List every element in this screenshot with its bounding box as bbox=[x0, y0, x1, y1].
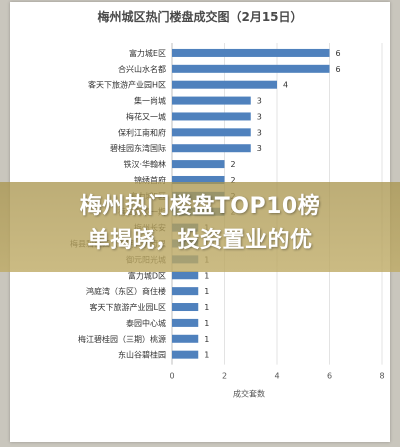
category-label: 合兴山水名都 bbox=[118, 64, 166, 74]
x-axis-title: 成交套数 bbox=[233, 389, 265, 399]
data-label: 1 bbox=[204, 303, 209, 312]
data-label: 6 bbox=[336, 49, 341, 58]
x-tick-label: 6 bbox=[327, 372, 332, 381]
data-label: 3 bbox=[257, 97, 262, 106]
category-label: 铁汉·华翰林 bbox=[123, 159, 166, 169]
category-label: 泰园中心城 bbox=[126, 318, 166, 328]
category-label: 锦绣首府 bbox=[134, 175, 166, 185]
bar bbox=[172, 160, 225, 169]
category-label: 富力城E区 bbox=[129, 48, 166, 58]
x-tick-label: 0 bbox=[169, 372, 174, 381]
bar bbox=[172, 128, 251, 137]
bar bbox=[172, 318, 199, 327]
data-label: 3 bbox=[257, 144, 262, 153]
overlay-banner bbox=[0, 182, 400, 272]
category-label: 鸿庭湾（东区）商住楼 bbox=[86, 286, 166, 296]
data-label: 1 bbox=[204, 271, 209, 280]
category-label: 集一尚城 bbox=[134, 96, 166, 106]
overlay-banner-text: 梅州热门楼盘TOP10榜 单揭晓，投资置业的优 bbox=[8, 190, 392, 258]
data-label: 3 bbox=[257, 128, 262, 137]
x-tick-label: 4 bbox=[274, 372, 279, 381]
category-label: 客天下旅游产业园H区 bbox=[88, 80, 166, 90]
category-label: 梅江碧桂园（三期）桃源 bbox=[78, 334, 166, 344]
bar bbox=[172, 144, 251, 153]
chart-title: 梅州城区热门楼盘成交图（2月15日） bbox=[97, 10, 303, 24]
data-label: 1 bbox=[204, 287, 209, 296]
bar bbox=[172, 287, 199, 296]
bar bbox=[172, 271, 199, 280]
data-label: 3 bbox=[257, 112, 262, 121]
bar bbox=[172, 96, 251, 105]
bar bbox=[172, 334, 199, 343]
bar bbox=[172, 350, 199, 359]
bar bbox=[172, 303, 199, 312]
bar bbox=[172, 64, 330, 73]
x-tick-label: 2 bbox=[222, 372, 227, 381]
bar bbox=[172, 112, 251, 121]
data-label: 2 bbox=[231, 160, 236, 169]
data-label: 6 bbox=[336, 65, 341, 74]
bar bbox=[172, 80, 277, 89]
category-label: 富力城D区 bbox=[128, 270, 166, 280]
data-label: 1 bbox=[204, 335, 209, 344]
category-label: 东山谷碧桂园 bbox=[118, 350, 166, 360]
x-tick-label: 8 bbox=[379, 372, 384, 381]
banner-line-1: 梅州热门楼盘TOP10榜 bbox=[79, 194, 321, 219]
data-label: 1 bbox=[204, 319, 209, 328]
category-label: 碧桂园东湾国际 bbox=[110, 143, 166, 153]
banner-line-2: 单揭晓，投资置业的优 bbox=[87, 228, 313, 253]
data-label: 2 bbox=[231, 176, 236, 185]
data-label: 1 bbox=[204, 351, 209, 360]
data-label: 4 bbox=[283, 81, 288, 90]
category-label: 梅花又一城 bbox=[126, 111, 166, 121]
category-label: 客天下旅游产业园L区 bbox=[90, 302, 166, 312]
category-label: 保利江南和府 bbox=[118, 127, 166, 137]
bar bbox=[172, 48, 330, 57]
bar bbox=[172, 175, 225, 184]
